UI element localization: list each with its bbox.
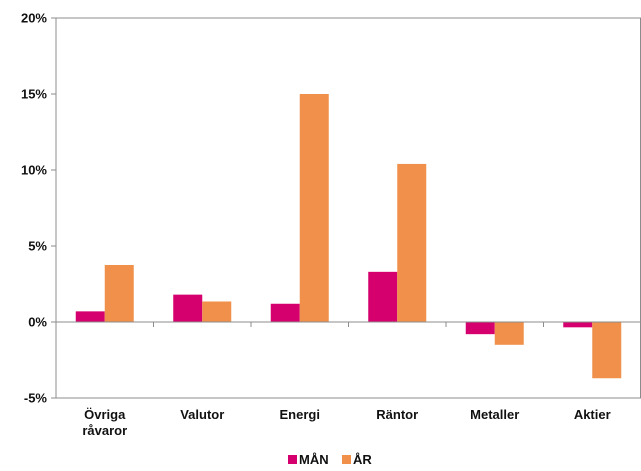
category-label: Räntor — [376, 407, 418, 422]
legend-label-mån: MÅN — [299, 452, 329, 467]
bar-år-3 — [397, 163, 427, 322]
legend-swatch-mån — [288, 455, 297, 464]
y-tick-label: -5% — [24, 391, 48, 406]
category-label: Energi — [280, 407, 320, 422]
category-label: Övriga råvaror — [82, 407, 127, 438]
bar-år-1 — [202, 301, 232, 322]
bar-mån-0 — [75, 311, 105, 322]
legend-swatch-år — [342, 455, 351, 464]
plot-area-border — [55, 17, 641, 399]
y-tick-label: 10% — [21, 163, 47, 178]
bar-år-0 — [104, 265, 134, 322]
category-label: Metaller — [470, 407, 519, 422]
bar-år-2 — [299, 94, 329, 322]
bar-mån-1 — [173, 294, 203, 322]
y-tick-label: 20% — [21, 11, 47, 26]
category-label: Valutor — [180, 407, 224, 422]
bar-mån-2 — [270, 303, 300, 322]
bar-år-5 — [592, 322, 622, 379]
bar-år-4 — [494, 322, 524, 345]
bar-mån-5 — [563, 322, 593, 328]
y-tick-label: 15% — [21, 87, 47, 102]
legend-label-år: ÅR — [353, 452, 372, 467]
y-tick-label: 0% — [28, 315, 47, 330]
bar-mån-3 — [368, 271, 398, 322]
y-tick-label: 5% — [28, 239, 47, 254]
bar-mån-4 — [465, 322, 495, 335]
category-label: Aktier — [574, 407, 611, 422]
